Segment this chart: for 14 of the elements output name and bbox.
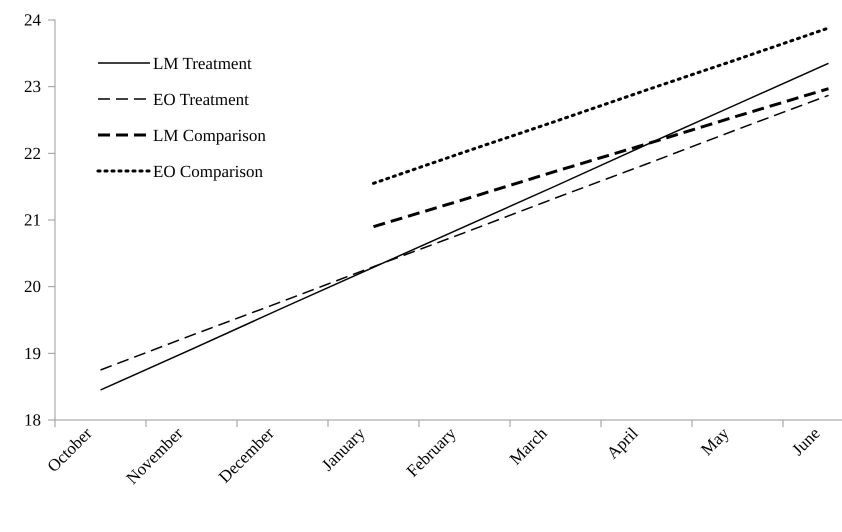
legend-label: EO Treatment bbox=[153, 90, 250, 109]
y-tick-label: 19 bbox=[24, 344, 41, 363]
x-tick-label: June bbox=[788, 424, 824, 460]
y-tick-label: 18 bbox=[24, 410, 41, 430]
legend-label: LM Treatment bbox=[153, 54, 252, 73]
line-series bbox=[372, 26, 830, 185]
x-tick-label: May bbox=[697, 423, 734, 460]
y-tick-label: 23 bbox=[24, 77, 41, 96]
legend-label: EO Comparison bbox=[153, 162, 264, 181]
y-tick-label: 24 bbox=[24, 10, 42, 30]
legend-label: LM Comparison bbox=[153, 126, 266, 145]
y-tick-label: 22 bbox=[24, 144, 41, 163]
y-tick-label: 21 bbox=[24, 210, 41, 230]
y-tick-label: 20 bbox=[24, 277, 41, 296]
